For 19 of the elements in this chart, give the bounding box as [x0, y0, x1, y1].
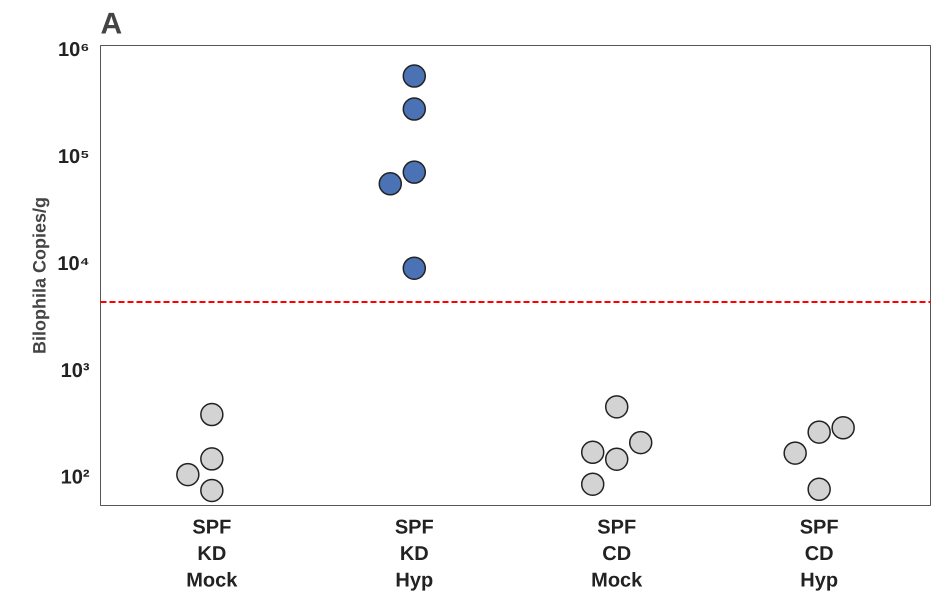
point — [807, 420, 831, 444]
y-tick-label: 10⁶ — [58, 38, 90, 61]
y-tick-label: 10⁵ — [58, 146, 90, 168]
chart-title: A — [100, 8, 122, 40]
point — [604, 447, 628, 471]
x-tick-label: SPF CD Mock — [591, 516, 644, 592]
point — [807, 478, 831, 501]
point — [200, 447, 224, 471]
x-tick-label: SPF KD Hyp — [394, 516, 434, 592]
point — [200, 478, 224, 502]
y-tick-label: 10² — [60, 466, 90, 489]
point — [402, 256, 426, 280]
y-tick-label: 10⁴ — [57, 252, 90, 275]
point — [200, 402, 224, 426]
x-tick-label: SPF KD Mock — [186, 516, 238, 592]
y-axis-title: Bilophila Copies/g — [29, 196, 50, 354]
point — [604, 395, 628, 419]
y-tick-label: 10³ — [60, 360, 90, 382]
x-tick-label: SPF CD Hyp — [800, 516, 839, 592]
